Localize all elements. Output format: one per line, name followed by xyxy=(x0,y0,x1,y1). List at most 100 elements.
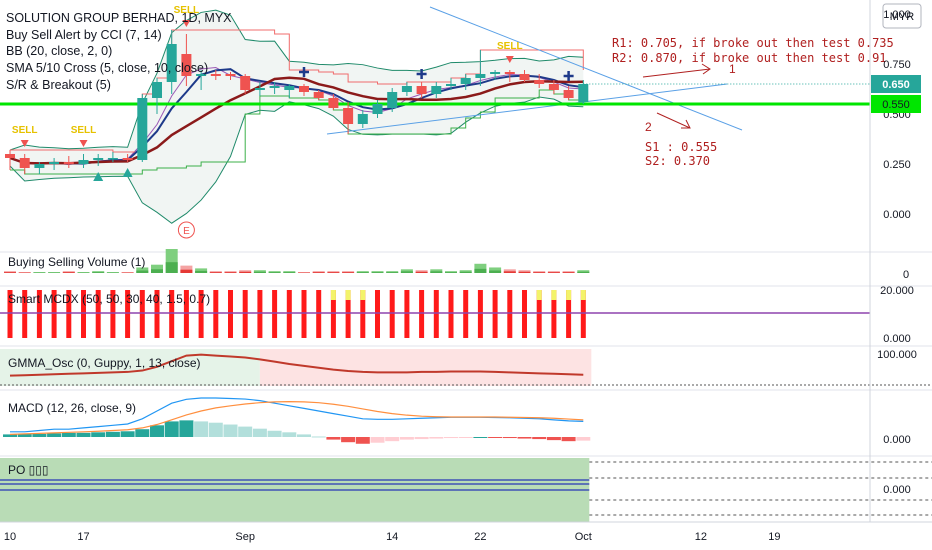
candle[interactable] xyxy=(225,72,236,80)
macd-histogram-bar xyxy=(297,434,311,437)
annotation-r1: R1: 0.705, if broke out then test 0.735 xyxy=(612,36,894,50)
volume-bar xyxy=(371,271,384,273)
mcdx-bar xyxy=(536,290,542,338)
gmma-pane-title[interactable]: GMMA_Osc (0, Guppy, 1, 13, close) xyxy=(8,356,201,370)
candle[interactable] xyxy=(475,50,486,86)
buy-signal xyxy=(122,168,133,177)
current-price-badge: 0.650 xyxy=(871,75,921,93)
mcdx-bar xyxy=(169,290,175,338)
candle[interactable] xyxy=(313,90,324,100)
macd-histogram-bar xyxy=(444,437,458,439)
buy-arrow-icon xyxy=(93,172,104,181)
mcdx-bar-red xyxy=(139,290,145,338)
candle[interactable] xyxy=(548,80,559,94)
volume-bar-sell xyxy=(268,272,281,273)
macd-histogram-bar xyxy=(164,421,179,437)
candle[interactable] xyxy=(401,82,412,96)
candle[interactable] xyxy=(504,70,515,82)
candle[interactable] xyxy=(372,100,383,118)
candle-body xyxy=(196,74,207,76)
candle[interactable] xyxy=(431,82,442,98)
macd-pane-title[interactable]: MACD (12, 26, close, 9) xyxy=(8,401,136,415)
mcdx-pane-title[interactable]: Smart MCDX (50, 50, 30, 40, 1.5, 0.7) xyxy=(8,292,210,306)
volume-bar xyxy=(195,268,208,273)
candle[interactable] xyxy=(196,70,207,90)
candle[interactable] xyxy=(254,82,265,96)
buy-arrow-icon xyxy=(122,168,133,177)
candle[interactable] xyxy=(563,86,574,100)
candle[interactable] xyxy=(107,152,118,162)
candle-body xyxy=(137,98,148,160)
macd-histogram-bar xyxy=(208,422,223,437)
candle[interactable] xyxy=(93,154,104,166)
indicator-legend-cci[interactable]: Buy Sell Alert by CCI (7, 14) xyxy=(6,28,162,42)
macd-histogram-bar xyxy=(179,420,194,437)
candle[interactable] xyxy=(240,74,251,94)
indicator-legend-bb[interactable]: BB (20, close, 2, 0) xyxy=(6,44,112,58)
mcdx-bar-red xyxy=(492,290,498,338)
mcdx-bar xyxy=(580,290,586,338)
descending-trendline[interactable] xyxy=(429,6,743,131)
sell-signal: SELL xyxy=(497,41,523,63)
candle[interactable] xyxy=(460,74,471,90)
candle[interactable] xyxy=(490,70,501,80)
volume-bar xyxy=(224,271,237,273)
ascending-trendline[interactable] xyxy=(326,83,728,135)
mcdx-bar-yellow xyxy=(551,290,557,300)
candle[interactable] xyxy=(49,158,60,170)
macd-signal-line xyxy=(9,401,584,435)
currency-button[interactable]: MYR xyxy=(882,3,922,29)
mcdx-bar xyxy=(566,290,572,338)
mcdx-bar xyxy=(419,290,425,338)
candle[interactable] xyxy=(534,74,545,88)
candle[interactable] xyxy=(357,110,368,128)
candle[interactable] xyxy=(19,154,30,174)
indicator-legend-sr-breakout[interactable]: S/R & Breakout (5) xyxy=(6,78,111,92)
volume-bar-buy xyxy=(547,271,560,273)
candle[interactable] xyxy=(299,84,309,96)
candle-body xyxy=(357,114,368,124)
candle[interactable] xyxy=(137,94,148,162)
candle-body xyxy=(284,86,295,90)
po-pane-title[interactable]: PO ▯▯▯ xyxy=(8,463,48,477)
candle-body xyxy=(460,78,471,84)
volume-bar-buy xyxy=(77,272,90,273)
volume-pane-title[interactable]: Buying Selling Volume (1) xyxy=(8,255,145,269)
candle[interactable] xyxy=(63,156,74,168)
mcdx-bar xyxy=(228,290,233,338)
candle[interactable] xyxy=(328,94,339,110)
candle[interactable] xyxy=(387,88,398,112)
candle[interactable] xyxy=(122,154,133,162)
indicator-panes xyxy=(0,249,932,522)
candle[interactable] xyxy=(5,150,15,170)
macd-histogram-bar xyxy=(61,432,76,437)
candle[interactable] xyxy=(269,82,280,94)
candle[interactable] xyxy=(210,70,221,80)
currency-label[interactable]: MYR xyxy=(890,11,915,23)
candle[interactable] xyxy=(34,162,45,174)
candle[interactable] xyxy=(78,154,89,168)
volume-bar-sell xyxy=(180,269,193,273)
volume-bar-buy xyxy=(342,271,355,273)
candle[interactable] xyxy=(181,34,192,86)
candle[interactable] xyxy=(519,70,530,82)
candle-body xyxy=(548,84,559,90)
macd-histogram-bar xyxy=(414,437,429,440)
candle[interactable] xyxy=(284,84,295,98)
volume-bar-sell xyxy=(62,272,75,273)
mcdx-bar-red xyxy=(51,290,57,338)
candle[interactable] xyxy=(152,78,162,114)
macd-histogram-bar xyxy=(91,432,106,437)
volume-bar-buy xyxy=(415,270,428,273)
volume-bar-buy xyxy=(445,271,457,273)
candle[interactable] xyxy=(578,80,589,104)
volume-bar-sell xyxy=(562,272,575,273)
mcdx-bar xyxy=(95,290,101,338)
candle[interactable] xyxy=(446,78,456,90)
indicator-legend-sma-cross[interactable]: SMA 5/10 Cross (5, close, 10, close) xyxy=(6,61,208,75)
candle[interactable] xyxy=(416,82,427,98)
candle[interactable] xyxy=(166,30,177,94)
candle[interactable] xyxy=(343,102,354,134)
volume-bar-sell xyxy=(327,272,340,273)
volume-axis-label: 0 xyxy=(903,269,909,281)
